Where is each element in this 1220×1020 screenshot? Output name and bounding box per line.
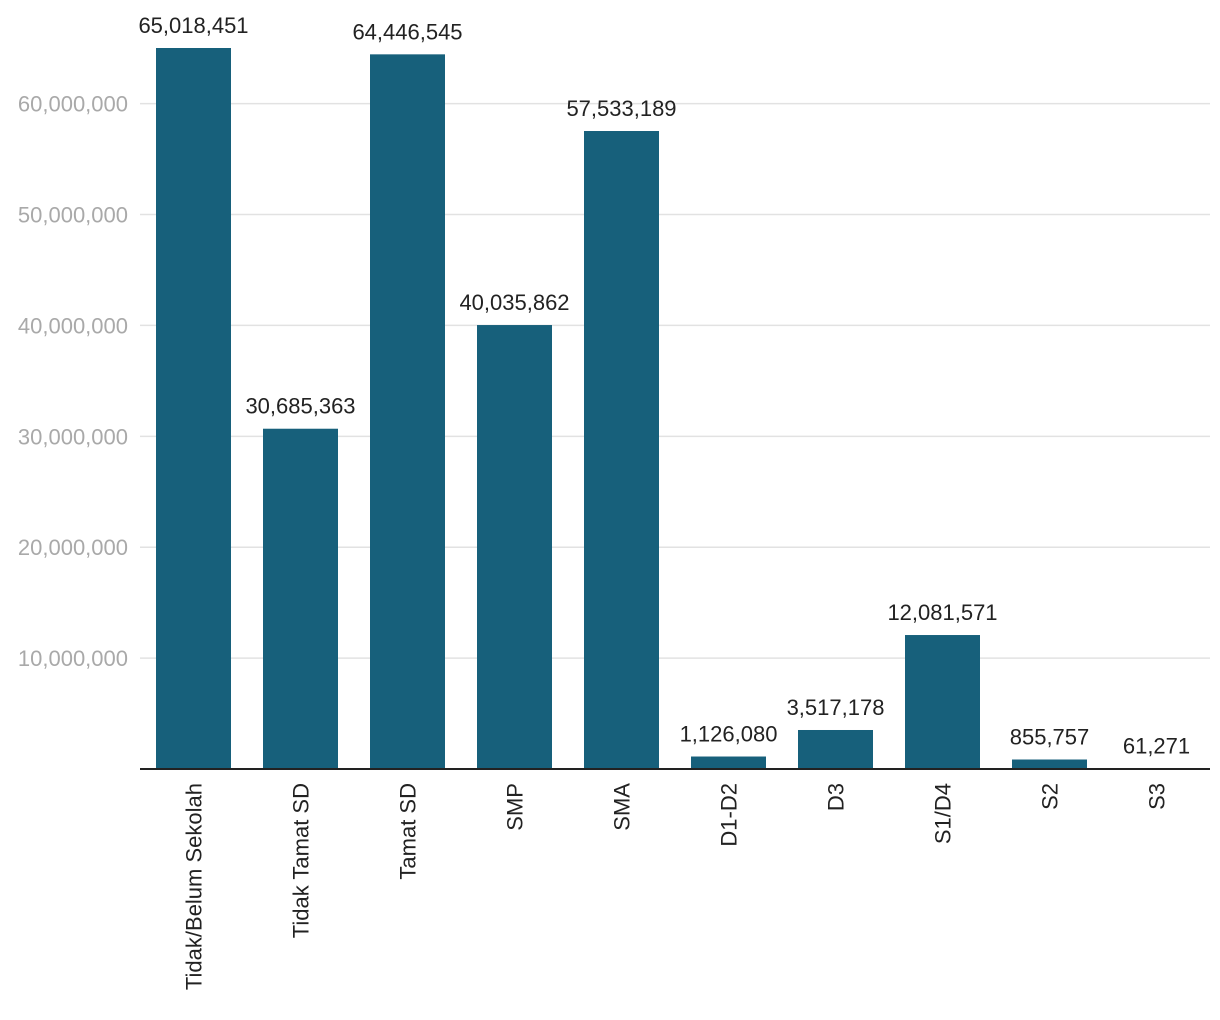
bar bbox=[798, 729, 873, 769]
data-label: 855,757 bbox=[1010, 725, 1090, 750]
x-tick-label: Tamat SD bbox=[396, 783, 421, 880]
data-label: 57,533,189 bbox=[566, 96, 676, 121]
y-tick-label: 40,000,000 bbox=[18, 313, 128, 338]
x-tick-label: S2 bbox=[1038, 783, 1063, 810]
bars bbox=[156, 48, 1194, 770]
x-axis-ticks: Tidak/Belum Sekolah Tidak Tamat SD Tamat S… bbox=[182, 783, 1170, 990]
y-tick-label: 10,000,000 bbox=[18, 646, 128, 671]
data-label: 12,081,571 bbox=[887, 600, 997, 625]
y-tick-label: 20,000,000 bbox=[18, 535, 128, 560]
y-axis-ticks: 10,000,000 20,000,000 30,000,000 40,000,000… bbox=[18, 92, 128, 671]
bar bbox=[905, 635, 980, 769]
data-label: 30,685,363 bbox=[245, 394, 355, 419]
x-tick-label: Tidak Tamat SD bbox=[289, 783, 314, 938]
y-tick-label: 60,000,000 bbox=[18, 92, 128, 117]
data-labels: 65,018,451 30,685,363 64,446,545 40,035,862… bbox=[138, 13, 1190, 758]
bar bbox=[263, 428, 338, 769]
x-tick-label: D1-D2 bbox=[717, 783, 742, 847]
x-tick-label: S3 bbox=[1145, 783, 1170, 810]
x-tick-label: SMP bbox=[503, 783, 528, 831]
data-label: 65,018,451 bbox=[138, 13, 248, 38]
data-label: 64,446,545 bbox=[352, 19, 462, 44]
data-label: 3,517,178 bbox=[787, 695, 885, 720]
x-tick-label: Tidak/Belum Sekolah bbox=[182, 783, 207, 990]
data-label: 61,271 bbox=[1123, 733, 1190, 758]
x-tick-label: D3 bbox=[824, 783, 849, 811]
bar bbox=[156, 48, 231, 769]
y-tick-label: 30,000,000 bbox=[18, 424, 128, 449]
bar bbox=[1012, 759, 1087, 769]
x-tick-label: S1/D4 bbox=[931, 783, 956, 844]
bar bbox=[477, 325, 552, 769]
bar bbox=[584, 131, 659, 770]
y-tick-label: 50,000,000 bbox=[18, 203, 128, 228]
bar bbox=[370, 54, 445, 769]
x-tick-label: SMA bbox=[610, 783, 635, 831]
data-label: 40,035,862 bbox=[459, 290, 569, 315]
data-label: 1,126,080 bbox=[680, 722, 778, 747]
bar bbox=[691, 756, 766, 769]
